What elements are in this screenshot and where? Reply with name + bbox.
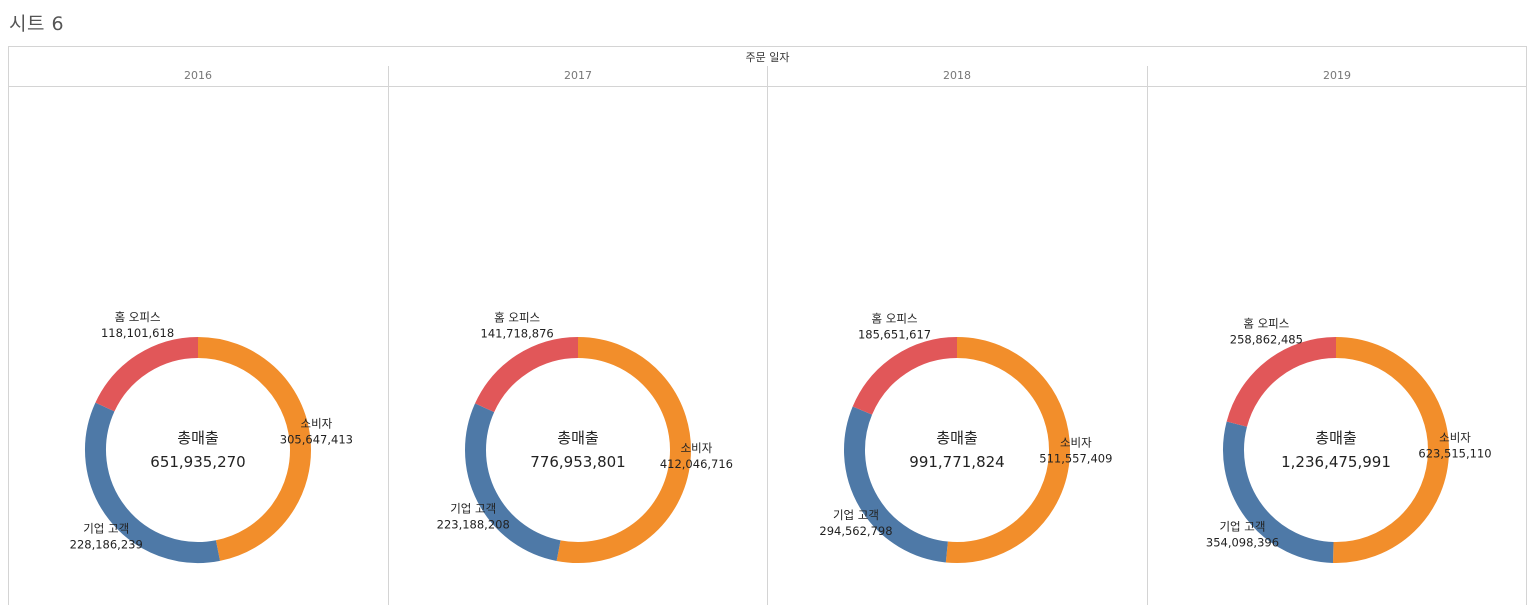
donut-slice[interactable] [1332, 337, 1449, 563]
center-total: 1,236,475,991 [1281, 453, 1391, 471]
slice-label-value: 305,647,413 [280, 433, 353, 447]
donut-slice[interactable] [852, 337, 958, 415]
slice-label-segment: 기업 고객 [1219, 519, 1265, 533]
donut-slice[interactable] [945, 337, 1070, 563]
slice-label-value: 223,188,208 [437, 517, 510, 531]
donut-slice[interactable] [197, 337, 311, 561]
slice-label-segment: 홈 오피스 [1243, 316, 1289, 330]
slice-label-segment: 기업 고객 [450, 501, 496, 515]
center-title: 총매출 [1315, 429, 1356, 447]
year-header[interactable]: 2018 [943, 69, 971, 82]
center-total: 651,935,270 [150, 453, 245, 471]
center-total: 776,953,801 [530, 453, 625, 471]
center-title: 총매출 [557, 429, 598, 447]
slice-label-segment: 홈 오피스 [872, 311, 918, 325]
slice-label-value: 623,515,110 [1418, 447, 1491, 461]
donut-2018: 소비자 511,557,409 기업 고객 294,562,798 홈 오피스 185,6… [819, 311, 1112, 563]
slice-label-value: 294,562,798 [819, 524, 892, 538]
donut-slice[interactable] [556, 337, 691, 563]
donut-slice[interactable] [465, 403, 561, 561]
slice-label-value: 118,101,618 [101, 326, 174, 340]
slice-label-segment: 소비자 [1439, 431, 1471, 445]
sheet-title: 시트 6 [9, 13, 65, 35]
slice-label-segment: 기업 고객 [833, 508, 879, 522]
slice-label-segment: 소비자 [681, 441, 713, 455]
slice-label-value: 354,098,396 [1206, 535, 1279, 549]
grid-left-border [8, 46, 9, 605]
slice-label-value: 412,046,716 [660, 457, 733, 471]
slice-label-segment: 홈 오피스 [494, 310, 540, 324]
donut-slice[interactable] [85, 402, 220, 563]
slice-label-segment: 홈 오피스 [115, 310, 161, 324]
slice-label-value: 511,557,409 [1039, 451, 1112, 465]
year-header[interactable]: 2016 [184, 69, 212, 82]
donut-slice[interactable] [844, 406, 949, 563]
donut-slice[interactable] [1223, 421, 1334, 563]
chart-grid: 주문 일자 2016 2017 2018 2019 [8, 46, 1527, 605]
column-divider [388, 66, 389, 605]
year-header[interactable]: 2017 [564, 69, 592, 82]
slice-label-value: 141,718,876 [481, 326, 554, 340]
slice-label-segment: 소비자 [1060, 435, 1092, 449]
center-title: 총매출 [936, 429, 977, 447]
center-total: 991,771,824 [909, 453, 1004, 471]
slice-label-value: 185,651,617 [858, 327, 931, 341]
donut-slice[interactable] [95, 337, 199, 412]
grid-top-border [8, 46, 1527, 47]
donut-slice[interactable] [475, 337, 579, 413]
slice-label-value: 228,186,239 [70, 538, 143, 552]
slice-label-segment: 기업 고객 [83, 522, 129, 536]
donut-2019: 소비자 623,515,110 기업 고객 354,098,396 홈 오피스 258,8… [1206, 316, 1492, 563]
donut-slice[interactable] [1226, 337, 1337, 428]
column-divider [767, 66, 768, 605]
column-field-title: 주문 일자 [745, 51, 790, 64]
donut-2017: 소비자 412,046,716 기업 고객 223,188,208 홈 오피스 141,7… [437, 310, 733, 563]
slice-label-value: 258,862,485 [1230, 332, 1303, 346]
center-title: 총매출 [177, 429, 218, 447]
grid-right-border [1526, 46, 1527, 605]
slice-label-segment: 소비자 [301, 417, 333, 431]
year-header[interactable]: 2019 [1323, 69, 1351, 82]
donut-2016: 소비자 305,647,413 기업 고객 228,186,239 홈 오피스 118,1… [70, 310, 353, 563]
column-divider [1147, 66, 1148, 605]
